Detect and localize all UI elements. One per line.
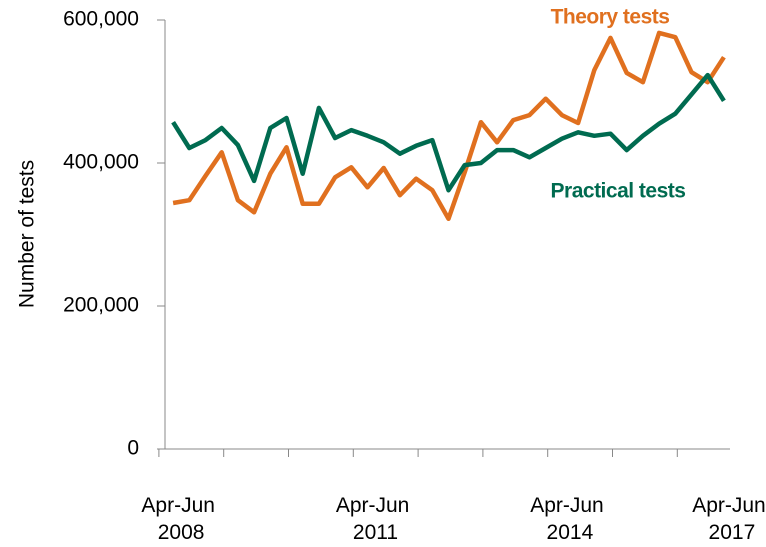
x-tick-label: Apr-Jun 2014 [530, 494, 609, 544]
x-tick-label: Apr-Jun 2008 [141, 494, 220, 544]
y-tick-label: 200,000 [63, 294, 139, 317]
x-tick-label-line: 2017 [709, 521, 756, 544]
y-tick-label: 0 [127, 437, 139, 460]
x-tick-label: Apr-Jun 2017 [692, 494, 766, 544]
x-tick-label-line: Apr-Jun [336, 494, 415, 517]
theory-label: Theory tests [551, 6, 670, 29]
x-tick-label-line: Apr-Jun [692, 494, 766, 517]
series-line [171, 72, 726, 193]
x-tick-label-line: 2014 [547, 521, 594, 544]
y-tick-label: 400,000 [63, 151, 139, 174]
practical-label: Practical tests [551, 180, 686, 203]
series-line [172, 30, 726, 222]
x-tick-label-line: Apr-Jun [530, 494, 609, 517]
x-tick-label-line: 2011 [353, 521, 398, 544]
x-tick-label: Apr-Jun 2011 [336, 494, 415, 544]
x-tick-label-line: 2008 [158, 521, 205, 544]
x-tick-label-line: Apr-Jun [141, 494, 220, 517]
y-tick-label: 600,000 [63, 8, 139, 31]
y-axis-label: Number of tests [16, 160, 39, 308]
